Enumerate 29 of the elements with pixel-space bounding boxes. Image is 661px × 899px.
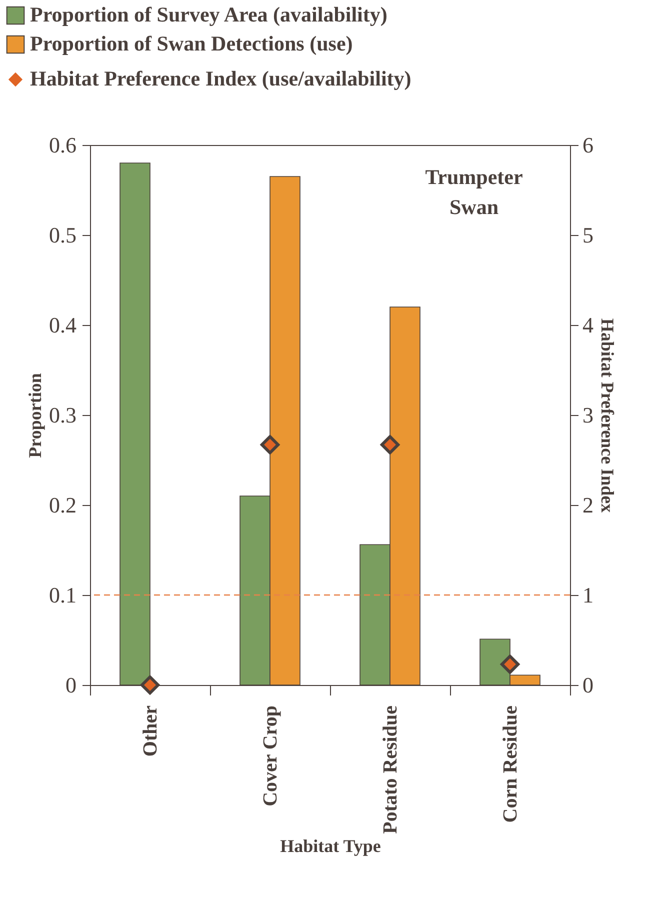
legend-label: Proportion of Swan Detections (use) [30, 32, 353, 56]
y-tick-label: 0.2 [49, 492, 76, 518]
y-tick-label: 0.5 [49, 222, 76, 248]
x-tick-label: Other [140, 705, 162, 757]
y2-tick-label: 6 [582, 132, 594, 158]
y2-tick-label: 2 [582, 492, 594, 518]
x-tick-label: Corn Residue [500, 705, 522, 823]
point [260, 435, 280, 454]
y-tick-label: 0.4 [49, 312, 76, 338]
x-tick-label: Cover Crop [260, 706, 282, 806]
x-tick-label: Potato Residue [380, 705, 402, 834]
point [500, 654, 520, 674]
legend-label: Habitat Preference Index (use/availability) [30, 66, 412, 90]
annotation: Trumpeter Swan [425, 165, 523, 219]
y-tick-label: 0.3 [49, 402, 76, 428]
x-axis-title: Habitat Type [280, 836, 381, 856]
y2-axis-title: Habitat Preference Index [598, 318, 618, 513]
point [140, 675, 160, 695]
y-tick-label: 0 [66, 672, 76, 698]
legend-label: Proportion of Survey Area (availability) [30, 2, 388, 26]
y2-tick-label: 0 [582, 672, 594, 698]
y-tick-label: 0.1 [49, 582, 76, 608]
point [380, 435, 400, 454]
y2-tick-label: 1 [582, 582, 594, 608]
y2-tick-label: 5 [582, 222, 594, 248]
y2-tick-label: 4 [582, 312, 594, 338]
y-tick-label: 0.6 [49, 132, 76, 158]
y2-tick-label: 3 [582, 402, 594, 428]
y-axis-title: Proportion [25, 373, 45, 458]
